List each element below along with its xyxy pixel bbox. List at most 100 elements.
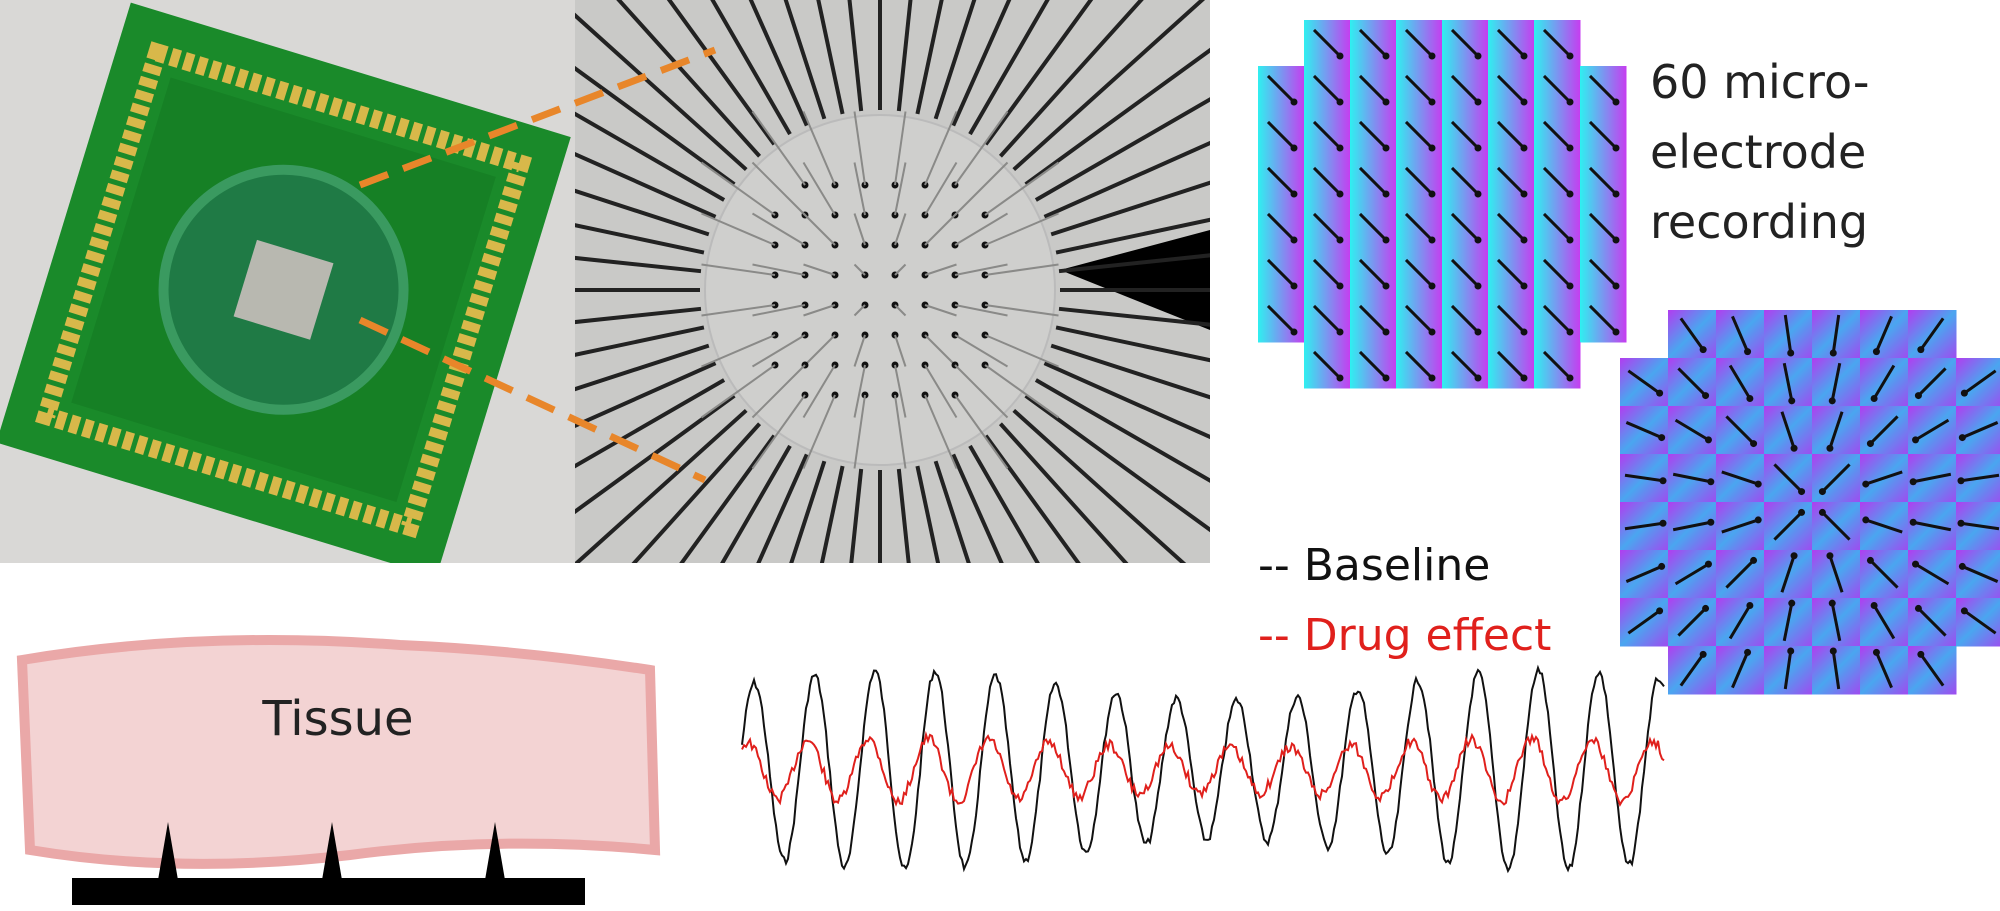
zoom-line (358, 46, 717, 189)
vector-arrow (1872, 364, 1896, 400)
electrode-lead (783, 0, 827, 120)
electrode-trace (853, 394, 866, 469)
arrow-head (1787, 349, 1795, 357)
arrow-head (1520, 236, 1528, 244)
vector-arrow (1312, 258, 1342, 288)
vector-arrow (1872, 604, 1896, 640)
arrow-head (1428, 98, 1436, 106)
electrode-spike (485, 822, 505, 880)
electrode-lead (816, 0, 845, 115)
electrode-lead (1050, 343, 1210, 400)
arrow-head (1798, 508, 1806, 516)
arrow-head (1612, 98, 1620, 106)
vector-arrow (1496, 166, 1526, 196)
vector-arrow (1496, 350, 1526, 380)
vector-arrow (1831, 314, 1841, 354)
arrow-head (1612, 282, 1620, 290)
traces (741, 664, 1665, 874)
arrow-head (1818, 488, 1826, 496)
vector-arrow (1782, 362, 1794, 402)
electrode-trace (751, 110, 806, 186)
arrow-head (1788, 397, 1796, 405)
arrow-head (1474, 374, 1482, 382)
arrow-head (1872, 348, 1880, 356)
arrow-head (1909, 478, 1917, 486)
arrow-head (1566, 282, 1574, 290)
electrode-trace (954, 334, 1009, 368)
vector-arrow (1830, 602, 1842, 642)
electrode-trace (802, 394, 836, 469)
electrode-lead (748, 0, 809, 127)
vector-arrow (1828, 411, 1844, 449)
arrow-head (1798, 488, 1806, 496)
arrow-head (1336, 144, 1344, 152)
electrode-trace (802, 334, 836, 368)
electrode-trace (924, 364, 958, 419)
arrow-head (1746, 394, 1754, 402)
arrow-head (1520, 52, 1528, 60)
vector-arrow (1917, 367, 1947, 397)
arrow-head (1612, 144, 1620, 152)
vector-arrow (1404, 304, 1434, 334)
vector-arrow (1266, 166, 1296, 196)
vector-arrow (1496, 212, 1526, 242)
vector-arrow (1266, 258, 1296, 288)
electrode-trace (954, 212, 1009, 246)
vector-arrow (1961, 565, 1999, 583)
electrode-trace (984, 161, 1060, 216)
arrow-head (1612, 236, 1620, 244)
vector-arrow (1450, 120, 1480, 150)
electrode-trace (802, 161, 836, 216)
electrode-trace (894, 364, 907, 418)
electrode-lead (575, 12, 748, 172)
electrode-lead (1058, 306, 1210, 327)
arrow-head (1382, 328, 1390, 336)
arrow-head (1826, 552, 1834, 560)
electrode-trace (803, 263, 836, 276)
arrow-head (1382, 190, 1390, 198)
vector-arrow (1266, 212, 1296, 242)
vector-arrow (1542, 74, 1572, 104)
vector-arrow (1914, 418, 1950, 442)
arrow-head (1428, 374, 1436, 382)
electrode-trace (853, 263, 866, 276)
electrode-spike (322, 822, 342, 880)
electrode-trace (751, 364, 806, 419)
electrode-lead (1034, 97, 1210, 202)
arrow-head (1566, 144, 1574, 152)
electrode-lead (968, 444, 1040, 563)
vector-arrow (1450, 74, 1480, 104)
electrode-trace (924, 334, 958, 368)
arrow-head (1917, 650, 1925, 658)
vector-arrow (1404, 166, 1434, 196)
arrow-head (1659, 477, 1667, 485)
electrode-trace (751, 334, 806, 368)
arrow-head (1790, 444, 1798, 452)
electrode-lead (896, 468, 911, 563)
arrow-head (1336, 236, 1344, 244)
electrode-lead (575, 408, 748, 563)
arrow-head (1336, 52, 1344, 60)
electrode-trace (853, 304, 866, 317)
vector-arrow (1450, 28, 1480, 58)
electrode-lead (679, 434, 776, 563)
arrow-head (1960, 607, 1968, 615)
electrode-lead (1012, 0, 1206, 172)
vector-arrow (1404, 212, 1434, 242)
electrode-lead (666, 0, 776, 146)
arrow-head (1290, 236, 1298, 244)
vector-arrow (1672, 520, 1712, 532)
vector-arrow (1821, 463, 1851, 493)
vector-arrow (1865, 470, 1903, 486)
arrow-head (1474, 190, 1482, 198)
vector-arrow (1450, 304, 1480, 334)
electrode-lead (998, 422, 1129, 563)
arrow-head (1957, 477, 1965, 485)
vector-arrow (1783, 650, 1793, 690)
vector-arrow (1358, 120, 1388, 150)
electrode-trace (924, 263, 957, 276)
vector-arrow (1312, 212, 1342, 242)
arrow-head (1746, 602, 1754, 610)
arrow-head (1566, 98, 1574, 106)
vector-arrow (1875, 651, 1893, 689)
